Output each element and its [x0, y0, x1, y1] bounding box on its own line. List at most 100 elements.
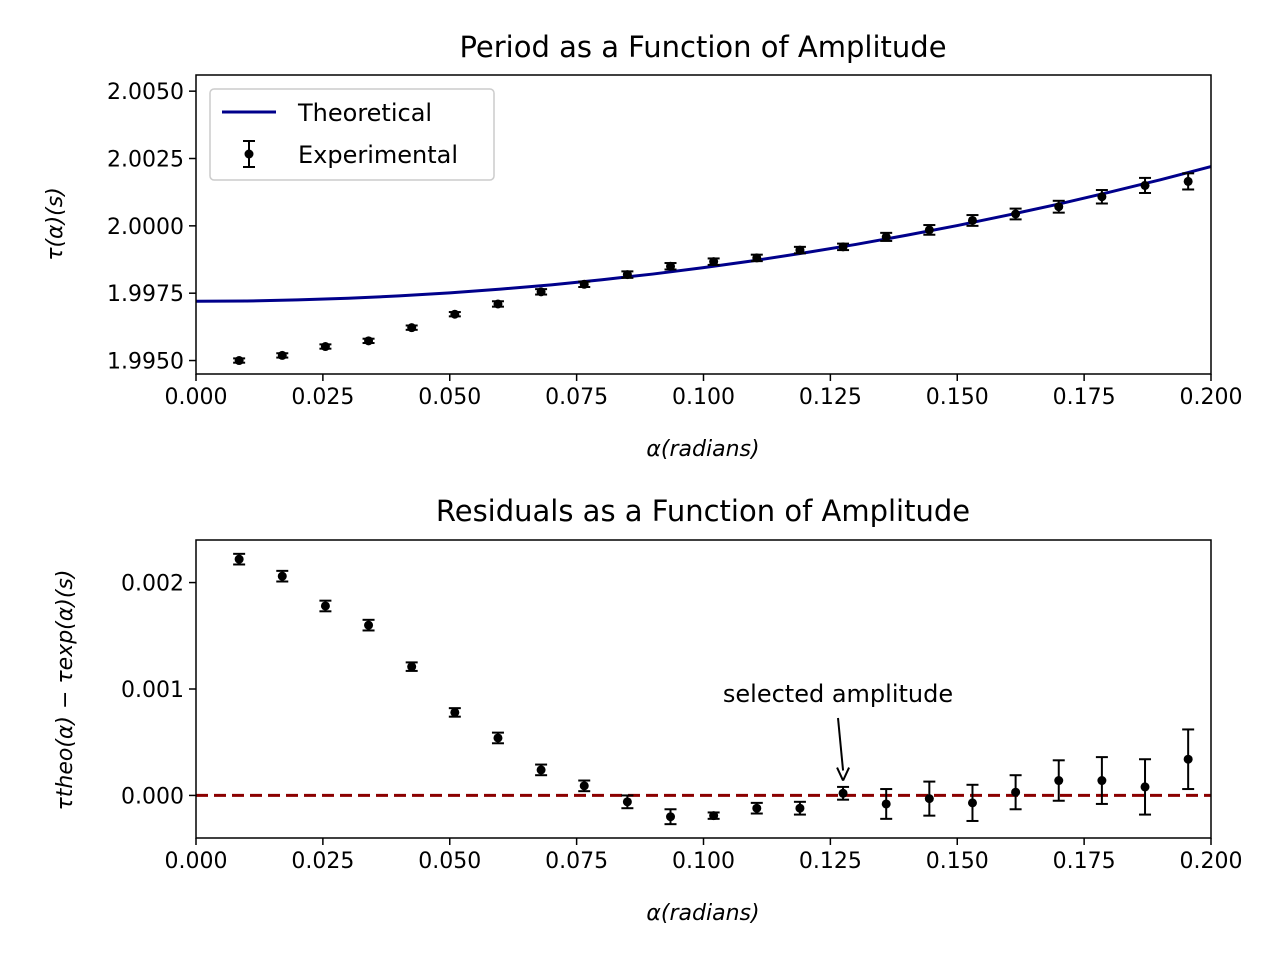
data-point: [1052, 759, 1065, 802]
data-point: [276, 350, 289, 360]
data-point: [750, 253, 763, 263]
period-chart: Period as a Function of Amplitude 0.000 0…: [43, 30, 1242, 462]
data-marker: [881, 232, 891, 242]
period-chart-legend: Theoretical Experimental: [209, 88, 495, 181]
data-marker: [234, 554, 244, 564]
annotation-arrow: [837, 717, 845, 771]
data-marker: [752, 803, 762, 813]
annotation-text: selected amplitude: [723, 680, 953, 708]
period-chart-plot-area: [195, 165, 1212, 366]
data-marker: [709, 811, 719, 821]
data-point: [664, 808, 677, 826]
residuals-chart-ylabel: τtheo(α) − τexp(α)(s): [53, 570, 78, 811]
data-point: [362, 618, 375, 632]
data-point: [1009, 774, 1022, 811]
residuals-chart-x-axis: 0.000 0.025 0.050 0.075 0.100 0.125 0.150 0.175…: [165, 838, 1242, 874]
x-tick-label: 0.050: [418, 385, 481, 410]
x-tick-label: 0.125: [799, 849, 862, 874]
data-marker: [536, 765, 546, 775]
data-marker: [666, 812, 676, 822]
x-tick-label: 0.100: [672, 849, 735, 874]
data-marker: [1183, 176, 1193, 186]
data-marker: [752, 253, 762, 263]
y-tick-label: 2.0025: [107, 148, 184, 173]
data-point: [1052, 199, 1065, 214]
data-marker: [1140, 782, 1150, 792]
residuals-chart-plot-area: [196, 552, 1211, 826]
data-point: [621, 794, 634, 810]
residuals-chart-xlabel: α(radians): [646, 901, 759, 926]
data-marker: [924, 794, 934, 804]
data-point: [837, 242, 850, 252]
data-point: [707, 257, 720, 267]
data-marker: [579, 781, 589, 791]
data-point: [966, 214, 979, 227]
data-point: [319, 342, 332, 352]
data-marker: [407, 323, 417, 333]
data-point: [535, 287, 548, 297]
x-tick-label: 0.000: [165, 385, 228, 410]
data-point: [362, 336, 375, 346]
data-marker: [838, 242, 848, 252]
x-tick-label: 0.025: [291, 385, 354, 410]
y-tick-label: 0.000: [121, 784, 184, 809]
data-point: [233, 552, 246, 566]
x-tick-label: 0.050: [418, 849, 481, 874]
period-chart-xlabel: α(radians): [646, 437, 759, 462]
data-point: [1139, 176, 1152, 194]
data-marker: [493, 299, 503, 309]
x-tick-label: 0.025: [291, 849, 354, 874]
data-point: [880, 788, 893, 820]
x-tick-label: 0.075: [545, 849, 608, 874]
period-chart-y-axis: 1.9950 1.9975 2.0000 2.0025 2.0050: [107, 80, 196, 375]
data-marker: [1011, 787, 1021, 797]
residuals-chart: Residuals as a Function of Amplitude 0.0…: [53, 494, 1242, 926]
data-marker: [666, 261, 676, 271]
data-point: [837, 785, 850, 801]
y-tick-label: 2.0050: [107, 80, 184, 105]
data-point: [923, 780, 936, 817]
data-point: [750, 801, 763, 815]
data-marker: [795, 803, 805, 813]
legend-theoretical-label: Theoretical: [297, 99, 432, 127]
x-tick-label: 0.150: [926, 849, 989, 874]
data-marker: [579, 279, 589, 289]
data-marker: [1183, 754, 1193, 764]
x-tick-label: 0.150: [926, 385, 989, 410]
data-marker: [536, 287, 546, 297]
data-marker: [924, 225, 934, 235]
data-marker: [493, 733, 503, 743]
data-point: [233, 356, 246, 366]
y-tick-label: 0.002: [121, 572, 184, 597]
x-tick-label: 0.100: [672, 385, 735, 410]
data-marker: [1140, 180, 1150, 190]
data-marker: [967, 798, 977, 808]
data-marker: [1054, 202, 1064, 212]
data-point: [491, 731, 504, 745]
residuals-chart-y-axis: 0.000 0.001 0.002: [121, 572, 196, 809]
data-point: [319, 599, 332, 613]
data-point: [405, 661, 418, 672]
data-point: [880, 231, 893, 242]
data-point: [621, 270, 634, 280]
data-point: [793, 800, 806, 816]
y-tick-label: 0.001: [121, 678, 184, 703]
data-marker: [1097, 192, 1107, 202]
x-tick-label: 0.000: [165, 849, 228, 874]
data-marker: [795, 245, 805, 255]
data-point: [405, 323, 418, 333]
x-tick-label: 0.200: [1180, 385, 1243, 410]
data-marker: [1054, 776, 1064, 786]
y-tick-label: 1.9950: [107, 350, 184, 375]
theoretical-curve: [195, 165, 1212, 303]
data-point: [707, 811, 720, 821]
period-chart-title: Period as a Function of Amplitude: [459, 30, 946, 64]
legend-experimental-label: Experimental: [298, 141, 458, 169]
data-point: [923, 224, 936, 236]
data-marker: [277, 571, 287, 581]
data-point: [535, 763, 548, 777]
data-point: [578, 779, 591, 793]
data-marker: [277, 350, 287, 360]
selected-amplitude-annotation: selected amplitude: [723, 680, 953, 781]
